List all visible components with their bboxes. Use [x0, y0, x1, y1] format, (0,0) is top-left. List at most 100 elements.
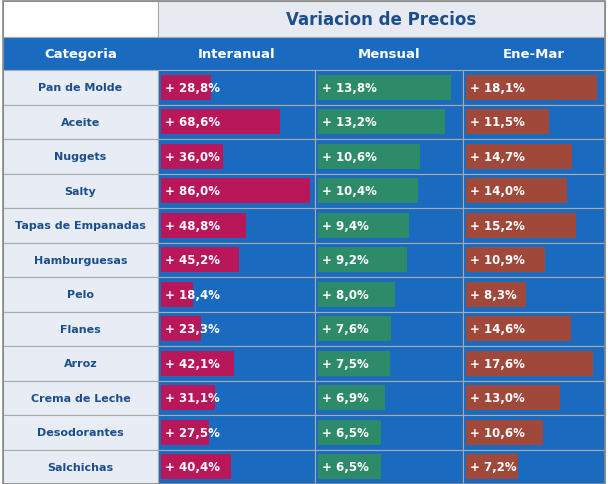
Bar	[315, 381, 463, 415]
Text: + 10,6%: + 10,6%	[322, 151, 377, 164]
Text: Tapas de Empanadas: Tapas de Empanadas	[15, 221, 146, 231]
Bar	[161, 386, 215, 410]
Bar	[315, 450, 463, 484]
Text: + 42,1%: + 42,1%	[165, 357, 220, 370]
Text: + 6,5%: + 6,5%	[322, 460, 369, 473]
Bar	[463, 415, 605, 450]
Text: + 7,5%: + 7,5%	[322, 357, 368, 370]
Text: + 11,5%: + 11,5%	[470, 116, 525, 129]
Text: + 8,3%: + 8,3%	[470, 288, 517, 301]
Bar	[161, 76, 211, 101]
Text: + 7,2%: + 7,2%	[470, 460, 517, 473]
Text: + 10,4%: + 10,4%	[322, 185, 377, 198]
Bar	[3, 381, 158, 415]
Bar	[466, 76, 596, 101]
Text: + 68,6%: + 68,6%	[165, 116, 220, 129]
Bar	[161, 282, 193, 307]
Bar	[463, 174, 605, 209]
Bar	[315, 415, 463, 450]
Bar	[161, 454, 231, 479]
Bar	[161, 110, 280, 135]
Text: + 15,2%: + 15,2%	[470, 219, 525, 232]
Bar	[463, 450, 605, 484]
Text: Aceite: Aceite	[61, 118, 100, 127]
Bar	[318, 76, 451, 101]
Bar	[315, 174, 463, 209]
Text: + 13,2%: + 13,2%	[322, 116, 377, 129]
Bar	[466, 248, 545, 272]
Bar	[3, 2, 158, 38]
Text: + 86,0%: + 86,0%	[165, 185, 220, 198]
Bar	[161, 248, 240, 272]
Text: + 14,7%: + 14,7%	[470, 151, 525, 164]
Bar	[466, 282, 526, 307]
Bar	[315, 312, 463, 346]
Bar	[161, 213, 246, 238]
Bar	[3, 38, 605, 71]
Bar	[466, 454, 518, 479]
Text: + 13,0%: + 13,0%	[470, 392, 525, 405]
Bar	[3, 415, 158, 450]
Bar	[315, 277, 463, 312]
Text: + 28,8%: + 28,8%	[165, 82, 220, 94]
Bar	[3, 450, 158, 484]
Bar	[463, 243, 605, 277]
Text: Mensual: Mensual	[358, 48, 420, 61]
Text: + 8,0%: + 8,0%	[322, 288, 368, 301]
Bar	[466, 420, 542, 445]
Bar	[158, 346, 315, 381]
Bar	[158, 174, 315, 209]
Bar	[318, 351, 390, 376]
Text: + 18,4%: + 18,4%	[165, 288, 220, 301]
Text: + 9,4%: + 9,4%	[322, 219, 369, 232]
Bar	[3, 174, 158, 209]
Bar	[315, 209, 463, 243]
Bar	[315, 346, 463, 381]
Bar	[3, 140, 158, 174]
Bar	[318, 420, 381, 445]
Text: + 36,0%: + 36,0%	[165, 151, 220, 164]
Bar	[161, 145, 223, 169]
Bar	[315, 71, 463, 106]
Bar	[318, 282, 395, 307]
Text: + 13,8%: + 13,8%	[322, 82, 377, 94]
Bar	[315, 243, 463, 277]
Text: + 48,8%: + 48,8%	[165, 219, 220, 232]
Bar	[158, 312, 315, 346]
Bar	[318, 317, 392, 342]
Bar	[463, 140, 605, 174]
Bar	[315, 106, 463, 140]
Bar	[3, 209, 158, 243]
Bar	[318, 110, 446, 135]
Text: + 18,1%: + 18,1%	[470, 82, 525, 94]
Bar	[161, 420, 209, 445]
Bar	[466, 386, 560, 410]
Text: Arroz: Arroz	[64, 359, 97, 368]
Bar	[3, 71, 158, 106]
Text: + 31,1%: + 31,1%	[165, 392, 219, 405]
Bar	[466, 317, 572, 342]
Text: + 10,9%: + 10,9%	[470, 254, 525, 267]
Bar	[318, 454, 381, 479]
Bar	[318, 248, 407, 272]
Text: + 6,5%: + 6,5%	[322, 426, 369, 439]
Bar	[158, 450, 315, 484]
Bar	[158, 277, 315, 312]
Bar	[318, 213, 409, 238]
Bar	[463, 209, 605, 243]
Text: Categoria: Categoria	[44, 48, 117, 61]
Bar	[318, 179, 418, 204]
Bar	[158, 381, 315, 415]
Text: Nuggets: Nuggets	[54, 152, 106, 162]
Bar	[161, 351, 234, 376]
Text: + 14,0%: + 14,0%	[470, 185, 525, 198]
Bar	[3, 106, 158, 140]
Bar	[318, 145, 420, 169]
Text: + 45,2%: + 45,2%	[165, 254, 220, 267]
Bar	[161, 317, 201, 342]
Bar	[158, 415, 315, 450]
Text: Hamburguesas: Hamburguesas	[34, 255, 127, 265]
Bar	[158, 106, 315, 140]
Text: Salty: Salty	[64, 186, 97, 197]
Bar	[466, 351, 593, 376]
